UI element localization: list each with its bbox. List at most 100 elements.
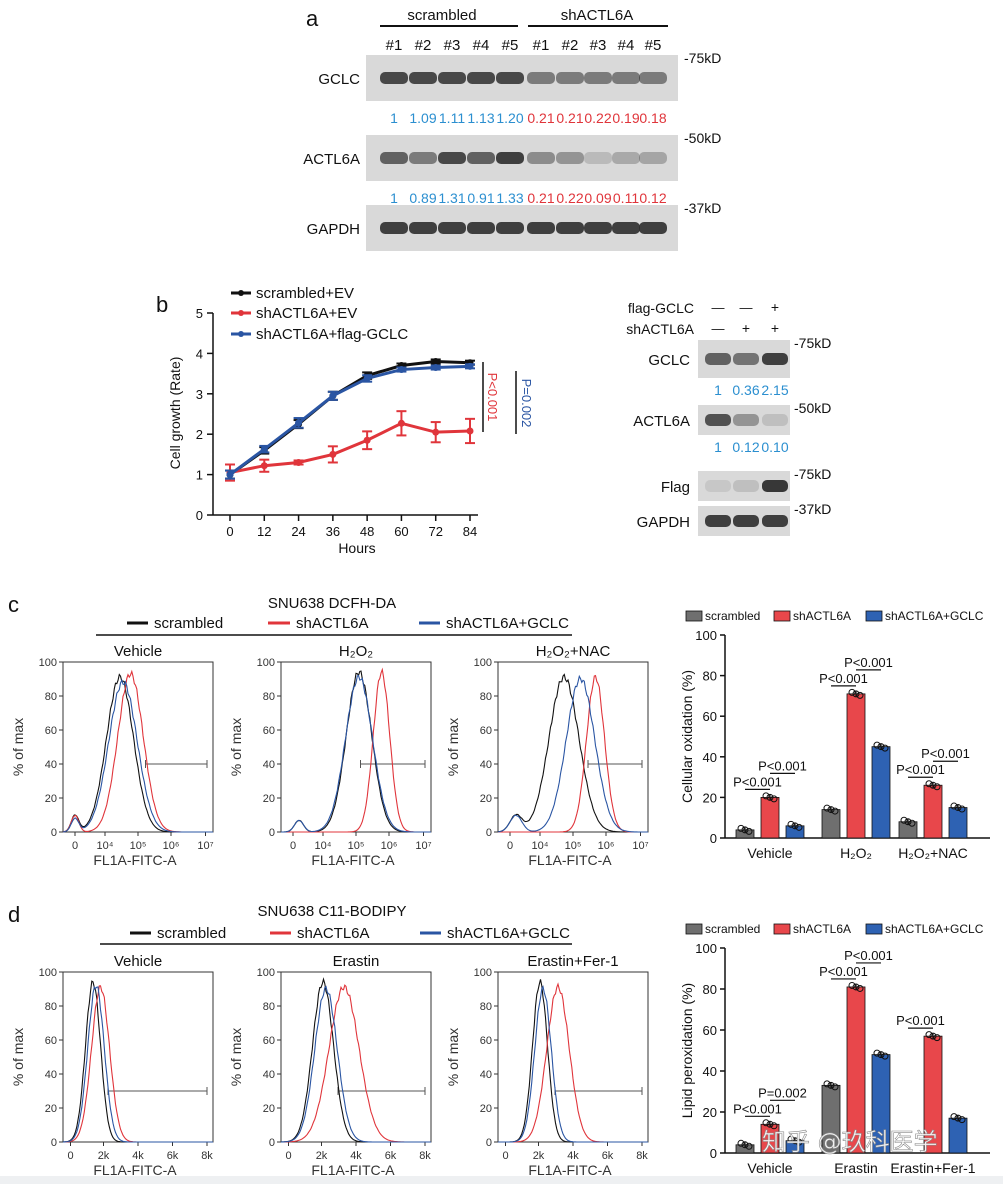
bar-shACTL6A: [846, 693, 866, 839]
data-point: [329, 450, 337, 458]
x-tick-label: 0: [290, 840, 296, 852]
quant-value: 0.21: [556, 110, 583, 126]
quant-value: 1: [714, 382, 722, 398]
x-tick-label: 10⁶: [381, 840, 398, 852]
panel-c: c SNU638 DCFH-DA scrambled shACTL6A shAC…: [8, 592, 990, 868]
blot-band: [467, 222, 495, 234]
y-tick-label: 20: [480, 1103, 492, 1115]
replicate-dot: [823, 1080, 831, 1088]
blot-row-label: GAPDH: [637, 514, 690, 531]
bar-shACTL6A: [923, 784, 943, 839]
pval-label: P<0.001: [844, 948, 893, 963]
histogram-curve-scrambled: [281, 977, 431, 1143]
replicate-dot: [852, 983, 860, 991]
legend-label: scrambled: [705, 609, 760, 623]
data-point: [295, 458, 303, 466]
y-tick-label: 40: [480, 759, 492, 771]
pval-label: P<0.001: [896, 762, 945, 777]
replicate-dot: [766, 793, 774, 801]
bar-shACTL6A: [760, 797, 780, 839]
replicate-dot: [795, 823, 803, 831]
y-tick-label: 60: [480, 1035, 492, 1047]
replicate-dot: [848, 981, 856, 989]
blot-band: [527, 222, 555, 234]
replicate-dot: [762, 792, 770, 800]
bar-shACTL6A+GCLC: [948, 807, 968, 839]
legend-label-shACTL6A: shACTL6A: [296, 615, 369, 632]
y-tick-label: 20: [703, 1105, 717, 1120]
y-tick-label: 0: [486, 827, 492, 839]
y-tick-label: 40: [703, 1064, 717, 1079]
legend-label: scrambled: [705, 922, 760, 936]
data-point: [432, 428, 440, 436]
blot-band: [527, 152, 555, 164]
data-point: [260, 445, 268, 453]
histogram-xlabel: FL1A-FITC-A: [93, 1162, 177, 1178]
legend-label: shACTL6A: [793, 922, 851, 936]
blot-band: [762, 515, 788, 527]
histogram-title: Erastin: [333, 953, 380, 970]
replicate-dot: [950, 1113, 958, 1121]
quant-value: 1.33: [496, 190, 523, 206]
histogram-frame: [62, 971, 214, 1143]
data-point: [363, 436, 371, 444]
legend-marker-scrambled: [238, 290, 244, 296]
replicate-dot: [881, 744, 889, 752]
blot-band: [762, 480, 788, 492]
lane-label: #5: [502, 37, 519, 54]
data-point: [397, 419, 405, 427]
size-marker: -37kD: [794, 501, 831, 517]
sign: —: [712, 321, 725, 336]
replicate-dot: [762, 1119, 770, 1127]
replicate-dot: [791, 1137, 799, 1145]
blot-band: [409, 72, 437, 84]
blot-band: [705, 480, 731, 492]
lane-label: #5: [645, 37, 662, 54]
lane-labels: #1 #2 #3 #4 #5 #1 #2 #3 #4 #5: [386, 37, 662, 54]
replicate-dot: [873, 1049, 881, 1057]
blot-band: [639, 152, 667, 164]
series-line-shACTL6A+flag-GCLC: [229, 364, 471, 476]
histogram-title: H₂O₂: [339, 643, 373, 660]
pval-label: P<0.001: [844, 655, 893, 670]
lane-label: #4: [618, 37, 635, 54]
replicate-dot: [745, 827, 753, 835]
legend-label-scrambled: scrambled+EV: [256, 285, 354, 302]
y-tick-label: 100: [39, 657, 57, 669]
quant-value: 0.11: [613, 190, 639, 206]
size-marker: -75kD: [794, 466, 831, 482]
replicate-dot: [933, 783, 941, 791]
panel-b: b scrambled+EV shACTL6A+EV shACTL6A+flag…: [156, 285, 831, 556]
blot-band: [705, 515, 731, 527]
y-tick-label: 100: [257, 657, 275, 669]
replicate-dot: [908, 819, 916, 827]
histogram-ylabel: % of max: [10, 718, 26, 776]
pval-label: P<0.001: [758, 758, 807, 773]
blot-band: [612, 222, 640, 234]
bar-ylabel: Lipid peroxidation (%): [679, 983, 695, 1118]
blot-b-rows: GCLC -75kD 1 0.36 2.15 ACTL6A -50kD 1 0.12 0.10 Fl…: [633, 335, 831, 536]
y-tick-label: 60: [45, 1035, 57, 1047]
y-tick-label: 80: [480, 1001, 492, 1013]
category-label: Vehicle: [747, 845, 792, 861]
data-point: [363, 374, 371, 382]
x-tick-label: 10⁴: [532, 840, 549, 852]
replicate-dot: [877, 1051, 885, 1059]
histogram-ylabel: % of max: [228, 718, 244, 776]
data-point: [466, 362, 474, 370]
y-tick-label: 20: [45, 793, 57, 805]
replicate-dot: [737, 1139, 745, 1147]
histogram-xlabel: FL1A-FITC-A: [528, 852, 612, 868]
blot-band: [496, 72, 524, 84]
data-point: [397, 366, 405, 374]
y-tick-label: 5: [196, 306, 203, 321]
replicate-dot: [741, 1141, 749, 1149]
y-tick-label: 20: [263, 793, 275, 805]
quant-value: 0.22: [556, 190, 583, 206]
x-tick-label: 0: [226, 524, 233, 539]
quant-value: 0.89: [409, 190, 436, 206]
legend-label-scrambled: scrambled: [157, 925, 226, 942]
y-tick-label: 0: [486, 1137, 492, 1149]
group-label-scrambled: scrambled: [407, 7, 476, 24]
